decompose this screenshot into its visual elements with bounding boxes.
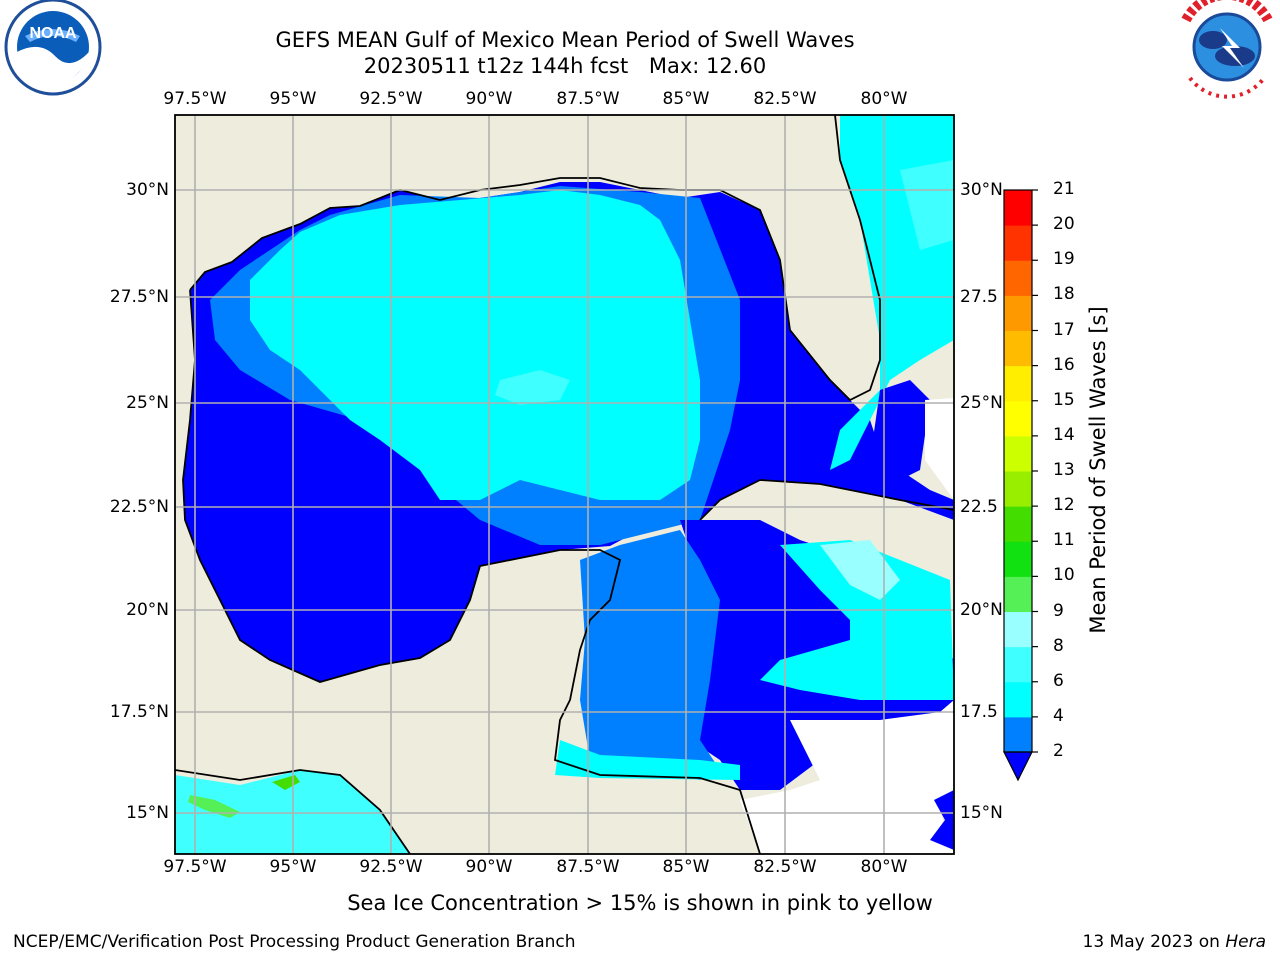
colorbar-tick-label: 13	[1053, 460, 1075, 480]
lat-label-right: 20°N	[960, 600, 1003, 620]
colorbar-title: Mean Period of Swell Waves [s]	[1086, 306, 1110, 634]
nws-logo	[1181, 0, 1273, 99]
lon-label-top: 80°W	[860, 89, 908, 109]
lon-label-bottom: 82.5°W	[753, 857, 817, 877]
bahamas-white	[925, 398, 954, 500]
footer-date-text: 13 May 2023 on	[1082, 932, 1220, 952]
lat-label-right: 22.5	[960, 497, 998, 517]
lat-label-right: 25°N	[960, 393, 1003, 413]
lat-label-left: 25°N	[126, 393, 169, 413]
lat-label-left: 20°N	[126, 600, 169, 620]
lat-label-left: 15°N	[126, 803, 169, 823]
max-value: Max: 12.60	[648, 54, 767, 78]
coastline	[175, 115, 954, 854]
colorbar-extend-arrow	[1003, 751, 1033, 782]
lon-label-top: 95°W	[269, 89, 317, 109]
colorbar-tick-label: 6	[1053, 670, 1064, 691]
colorbar-segment	[1004, 295, 1032, 331]
colorbar-tick-label: 15	[1053, 389, 1075, 410]
colorbar-tick-label: 12	[1053, 495, 1075, 516]
graticule	[175, 115, 954, 854]
colorbar-tick-label: 21	[1053, 179, 1075, 199]
lat-label-left: 22.5°N	[109, 497, 169, 517]
caribbean-se-2s	[930, 790, 954, 850]
caribbean-ocean-6s	[760, 540, 954, 700]
caribbean-ocean-9s-patch	[820, 540, 900, 600]
lon-label-bottom: 85°W	[662, 857, 710, 877]
colorbar-segment	[1004, 716, 1032, 753]
lon-label-bottom: 95°W	[269, 857, 317, 877]
footer-date: 13 May 2023 on Hera	[1083, 932, 1267, 952]
colorbar-segment	[1004, 190, 1032, 226]
colorbar-tick-label: 17	[1053, 319, 1075, 340]
colorbar-segment	[1004, 471, 1032, 507]
footer-credit: NCEP/EMC/Verification Post Processing Pr…	[13, 932, 576, 952]
lon-label-top: 82.5°W	[753, 89, 817, 109]
colorbar-segment	[1004, 541, 1032, 577]
noaa-logo: NOAA	[4, 0, 102, 96]
lat-label-right: 27.5	[960, 287, 998, 307]
map-frame	[174, 114, 955, 855]
colorbar-segment	[1004, 225, 1032, 261]
colorbar-tick-label: 10	[1053, 565, 1075, 586]
lat-label-left: 30°N	[126, 180, 169, 200]
sea-ice-note: Sea Ice Concentration > 15% is shown in …	[347, 891, 933, 915]
colorbar-tick-label: 20	[1053, 214, 1075, 235]
svg-text:NOAA: NOAA	[29, 25, 77, 42]
map-subtitle: 20230511 t12z 144h fcst Max: 12.60	[0, 54, 1130, 79]
colorbar-tick-label: 8	[1053, 635, 1064, 656]
colorbar	[1003, 189, 1038, 782]
colorbar-segment	[1004, 365, 1032, 402]
lat-label-right: 17.5	[960, 702, 998, 722]
colorbar-tick-label: 2	[1053, 741, 1064, 761]
colorbar-tick-label: 14	[1053, 424, 1075, 445]
lon-label-top: 90°W	[465, 89, 513, 109]
lon-label-bottom: 90°W	[465, 857, 513, 877]
footer-host: Hera	[1225, 932, 1266, 952]
caribbean-south-6s	[555, 740, 740, 780]
lon-label-top: 85°W	[662, 89, 710, 109]
colorbar-segment	[1004, 611, 1032, 648]
lon-label-bottom: 87.5°W	[556, 857, 620, 877]
lon-label-top: 97.5°W	[163, 89, 227, 109]
colorbar-segment	[1004, 646, 1032, 683]
lon-label-top: 87.5°W	[556, 89, 620, 109]
map-plot	[175, 115, 954, 854]
colorbar-segment	[1004, 260, 1032, 296]
colorbar-tick-label: 9	[1053, 600, 1064, 621]
colorbar-segment	[1004, 681, 1032, 718]
colorbar-tick-label: 16	[1053, 354, 1075, 375]
map-title: GEFS MEAN Gulf of Mexico Mean Period of …	[275, 28, 855, 52]
atlantic-ocean-8s	[900, 160, 954, 250]
lon-label-top: 92.5°W	[359, 89, 423, 109]
bahamas-ocean-2s	[870, 380, 930, 480]
colorbar-tick-label: 18	[1053, 284, 1075, 305]
forecast-date: 20230511 t12z 144h fcst	[363, 54, 629, 78]
colorbar-tick-label: 19	[1053, 249, 1075, 270]
colorbar-tick-label: 4	[1053, 705, 1064, 726]
lon-label-bottom: 97.5°W	[163, 857, 227, 877]
lat-label-left: 17.5°N	[109, 702, 169, 722]
colorbar-segment	[1004, 435, 1032, 472]
lat-label-left: 27.5°N	[109, 287, 169, 307]
colorbar-segment	[1004, 330, 1032, 367]
lon-label-bottom: 92.5°W	[359, 857, 423, 877]
lat-label-right: 30°N	[960, 180, 1003, 200]
colorbar-tick-label: 11	[1053, 530, 1075, 551]
caribbean-ocean-4s	[580, 530, 720, 780]
lon-label-bottom: 80°W	[860, 857, 908, 877]
colorbar-segment	[1004, 400, 1032, 437]
gulf-ocean-8s-patch	[495, 370, 570, 405]
colorbar-segment	[1004, 576, 1032, 612]
caribbean-white	[740, 700, 954, 854]
lat-label-right: 15°N	[960, 803, 1003, 823]
colorbar-segment	[1004, 506, 1032, 542]
